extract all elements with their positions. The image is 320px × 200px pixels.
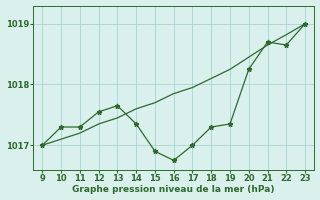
X-axis label: Graphe pression niveau de la mer (hPa): Graphe pression niveau de la mer (hPa) (72, 185, 275, 194)
